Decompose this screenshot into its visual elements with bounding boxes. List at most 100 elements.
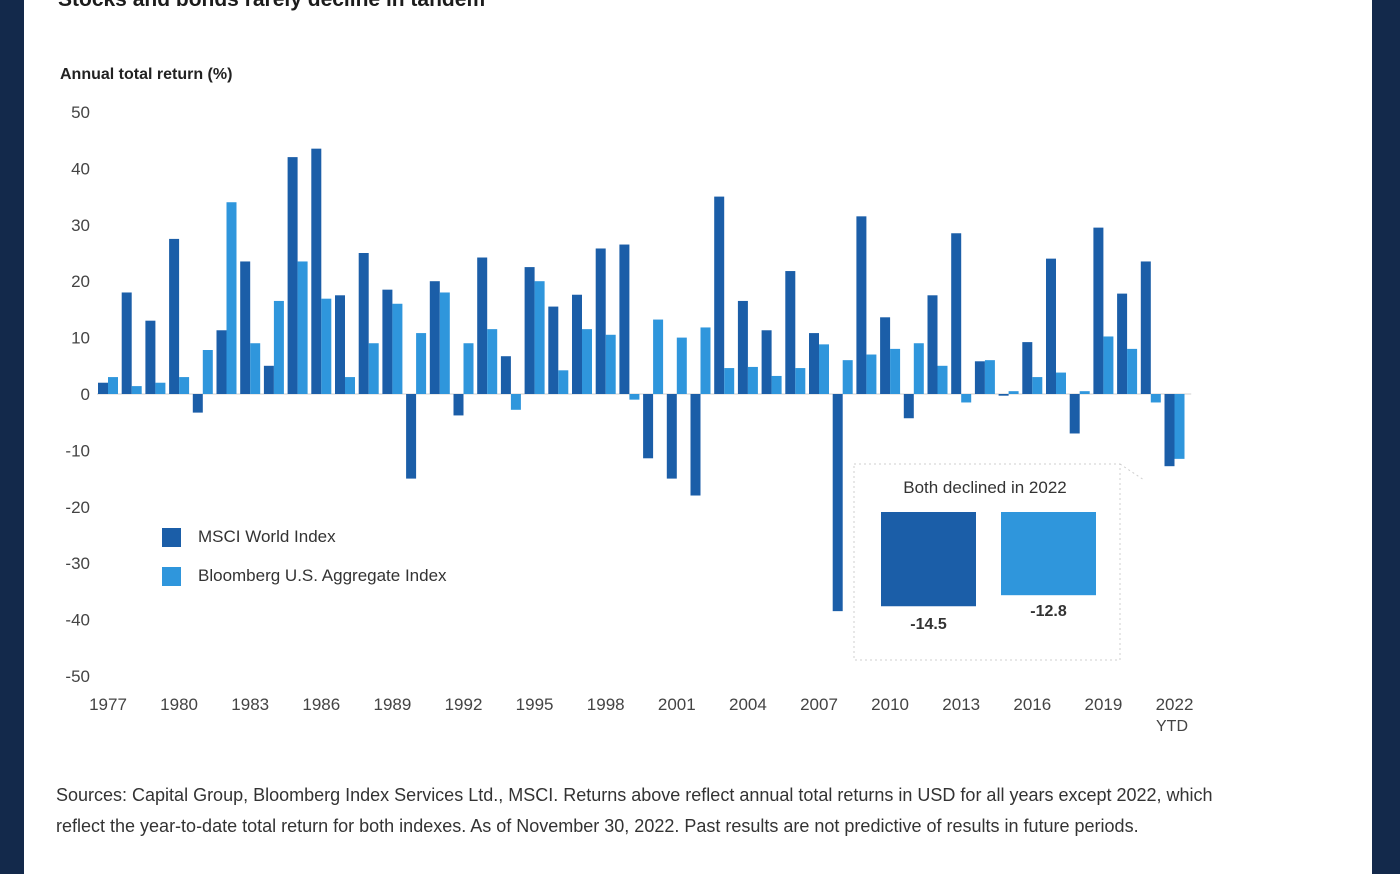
bar-msci-1990 [406, 394, 417, 479]
bar-msci-2000 [643, 394, 654, 459]
bar-bloomberg-2007 [819, 344, 829, 394]
bar-bloomberg-1993 [487, 329, 498, 394]
legend-label-bloomberg: Bloomberg U.S. Aggregate Index [198, 566, 447, 585]
inset-value-bloomberg: -12.8 [1030, 603, 1067, 621]
legend-swatch-bloomberg [162, 566, 181, 586]
bar-msci-2011 [903, 394, 914, 419]
x-tick-label: 1995 [516, 695, 554, 714]
bar-bloomberg-1991 [439, 292, 450, 394]
bar-bloomberg-2011 [913, 343, 924, 394]
x-tick-label: 1992 [445, 695, 483, 714]
bar-msci-1995 [524, 267, 535, 394]
bar-msci-2006 [785, 271, 796, 394]
bar-msci-1992 [453, 394, 464, 416]
bar-msci-1989 [382, 289, 393, 394]
bar-bloomberg-2003 [724, 368, 735, 394]
bar-bloomberg-2018 [1079, 391, 1090, 394]
bar-msci-1980 [169, 238, 180, 394]
y-axis-label: Annual total return (%) [60, 66, 233, 83]
bar-msci-2018 [1069, 394, 1080, 434]
bar-bloomberg-1987 [345, 377, 355, 394]
bar-bloomberg-2015 [1008, 391, 1019, 394]
bar-msci-1979 [145, 320, 156, 394]
bar-msci-2021 [1140, 261, 1151, 394]
bar-bloomberg-1977 [108, 377, 118, 394]
bar-msci-2015 [998, 394, 1009, 396]
bar-bloomberg-2001 [676, 337, 687, 394]
bar-msci-1987 [335, 295, 345, 394]
inset-frame [853, 463, 1121, 661]
bar-msci-2016 [1022, 342, 1033, 394]
x-tick-label: 2016 [1013, 695, 1051, 714]
bar-bloomberg-1990 [416, 333, 427, 394]
bar-bloomberg-1998 [605, 334, 616, 394]
bar-msci-1994 [500, 356, 511, 394]
y-tick-label: -40 [65, 611, 90, 630]
inset-value-msci: -14.5 [910, 616, 947, 634]
bar-bloomberg-1978 [131, 386, 142, 394]
bar-bloomberg-1981 [202, 350, 213, 394]
y-tick-label: 10 [71, 329, 90, 348]
bar-msci-2020 [1117, 293, 1128, 394]
inset-title: Both declined in 2022 [903, 478, 1067, 497]
y-tick-label: -20 [65, 498, 90, 517]
bar-msci-2004 [737, 300, 748, 394]
x-tick-label: 1998 [587, 695, 625, 714]
bar-msci-2007 [809, 333, 819, 394]
bar-bloomberg-1994 [510, 394, 521, 410]
bar-msci-2022 [1164, 394, 1175, 467]
bar-msci-1984 [263, 365, 274, 394]
bar-bloomberg-2013 [961, 394, 972, 403]
x-tick-label: 2001 [658, 695, 696, 714]
bar-msci-1986 [311, 148, 322, 394]
x-tick-label: 2022 [1156, 695, 1194, 714]
x-tick-label: 1989 [373, 695, 411, 714]
y-tick-label: -30 [65, 554, 90, 573]
bar-msci-1996 [548, 306, 559, 394]
bar-bloomberg-1997 [582, 329, 592, 394]
bar-msci-2003 [714, 196, 725, 394]
bar-bloomberg-1999 [629, 394, 640, 400]
bar-bloomberg-2021 [1150, 394, 1161, 403]
bar-bloomberg-2006 [795, 368, 806, 394]
bar-bloomberg-1995 [534, 281, 545, 394]
bar-msci-1978 [121, 292, 132, 394]
bar-bloomberg-2012 [937, 365, 948, 394]
bar-bloomberg-1979 [155, 382, 166, 394]
bar-msci-2012 [927, 295, 938, 394]
x-tick-label: 1983 [231, 695, 269, 714]
bar-msci-1991 [429, 281, 440, 394]
bar-msci-1977 [98, 382, 108, 394]
legend-label-msci: MSCI World Index [198, 527, 336, 546]
bar-bloomberg-1984 [273, 300, 284, 394]
bar-msci-2008 [832, 394, 843, 612]
bar-bloomberg-2016 [1032, 377, 1043, 394]
bar-bloomberg-2005 [771, 375, 782, 394]
y-tick-label: -50 [65, 667, 90, 686]
bar-msci-1985 [287, 157, 298, 394]
bar-bloomberg-1989 [392, 303, 403, 394]
bar-msci-2010 [880, 317, 891, 394]
inset-bar-bloomberg [1001, 512, 1096, 596]
chart-title: Stocks and bonds rarely decline in tande… [58, 0, 485, 12]
bar-bloomberg-2022 [1174, 394, 1185, 459]
bar-bloomberg-2008 [842, 360, 853, 394]
legend: MSCI World Index Bloomberg U.S. Aggregat… [162, 526, 447, 604]
x-tick-label: 1986 [302, 695, 340, 714]
legend-swatch-msci [162, 527, 181, 547]
inset-connector [1119, 463, 1145, 481]
bar-bloomberg-1986 [321, 298, 332, 394]
y-tick-label: 30 [71, 216, 90, 235]
bar-bloomberg-2009 [866, 354, 877, 394]
bar-bloomberg-2017 [1056, 372, 1066, 394]
bar-bloomberg-2000 [653, 319, 664, 394]
bar-bloomberg-2014 [984, 360, 995, 394]
x-tick-sublabel-ytd: YTD [1156, 718, 1188, 735]
source-note: Sources: Capital Group, Bloomberg Index … [56, 785, 1213, 836]
legend-item-msci: MSCI World Index [162, 526, 447, 548]
bar-msci-1982 [216, 330, 227, 394]
x-tick-label: 2007 [800, 695, 838, 714]
bar-msci-2009 [856, 216, 867, 394]
x-tick-label: 2013 [942, 695, 980, 714]
